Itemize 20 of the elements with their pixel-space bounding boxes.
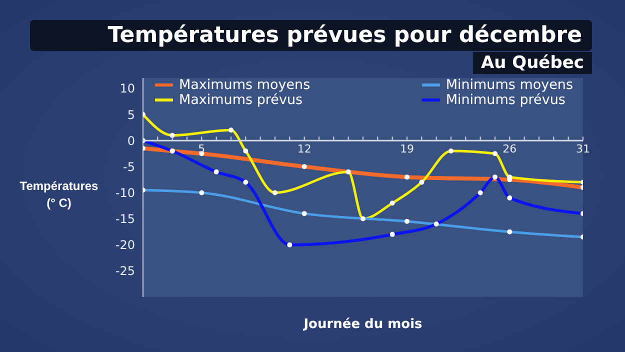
y-tick-label: -15 [115, 212, 135, 226]
y-tick-label: -25 [115, 264, 135, 278]
y-tick-label: -10 [115, 186, 135, 200]
chart-title: Températures prévues pour décembre [30, 20, 592, 51]
x-tick-label: 12 [297, 142, 312, 156]
y-tick-label: 0 [127, 134, 135, 148]
x-tick-label: 26 [502, 142, 517, 156]
y-tick-label: -20 [115, 238, 135, 252]
legend-label: Minimums prévus [446, 92, 566, 108]
y-axis-title: Températures (° C) [18, 178, 100, 212]
y-tick-label: 5 [127, 108, 135, 122]
x-tick-label: 19 [400, 142, 414, 156]
x-axis-title: Journée du mois [302, 317, 424, 332]
x-tick-label: 31 [576, 142, 590, 156]
y-tick-label: 10 [120, 82, 135, 96]
legend-label: Maximums moyens [179, 76, 310, 92]
y-tick-label: -5 [123, 160, 135, 174]
chart-subtitle: Au Québec [472, 52, 592, 74]
legend-label: Minimums moyens [446, 76, 573, 92]
legend-label: Maximums prévus [179, 92, 303, 108]
